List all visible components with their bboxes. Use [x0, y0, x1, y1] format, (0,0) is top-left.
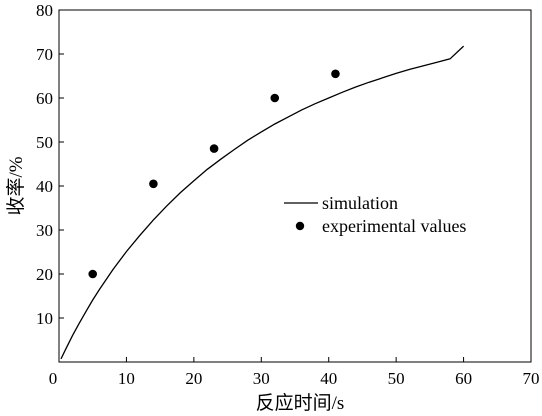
x-tick-label: 30 — [253, 369, 270, 388]
plot-frame — [58, 9, 532, 363]
legend-label-experimental: experimental values — [322, 216, 466, 236]
data-point — [88, 269, 98, 279]
data-point — [331, 69, 340, 79]
x-tick-label: 40 — [320, 369, 337, 388]
x-tick-label: 70 — [523, 369, 540, 388]
y-tick-label: 60 — [36, 89, 53, 108]
legend-label-simulation: simulation — [322, 193, 398, 213]
y-tick-label: 10 — [36, 309, 53, 328]
y-tick-label: 70 — [36, 45, 53, 64]
x-axis-title: 反应时间/s — [256, 392, 345, 414]
x-tick-label: 20 — [185, 369, 202, 388]
y-tick-label: 50 — [36, 133, 53, 152]
y-tick-label: 20 — [36, 265, 53, 284]
legend: simulation experimental values — [284, 193, 466, 236]
legend-marker-swatch — [295, 221, 305, 231]
data-point — [149, 179, 158, 189]
x-tick-label: 0 — [49, 369, 58, 388]
y-tick-label: 40 — [36, 177, 53, 196]
simulation-line — [60, 45, 465, 360]
y-axis-title: 收率/% — [5, 156, 27, 215]
experimental-points — [88, 69, 340, 279]
data-point — [270, 93, 280, 103]
x-tick-label: 50 — [388, 369, 405, 388]
y-tick-label: 30 — [36, 221, 53, 240]
y-tick-label: 80 — [36, 1, 53, 20]
data-point — [209, 144, 219, 153]
x-tick-label: 10 — [118, 369, 135, 388]
x-tick-label: 60 — [455, 369, 472, 388]
y-axis: 10 20 30 40 50 60 70 80 — [36, 1, 64, 328]
x-axis: 0 10 20 30 40 50 60 70 — [49, 357, 540, 388]
